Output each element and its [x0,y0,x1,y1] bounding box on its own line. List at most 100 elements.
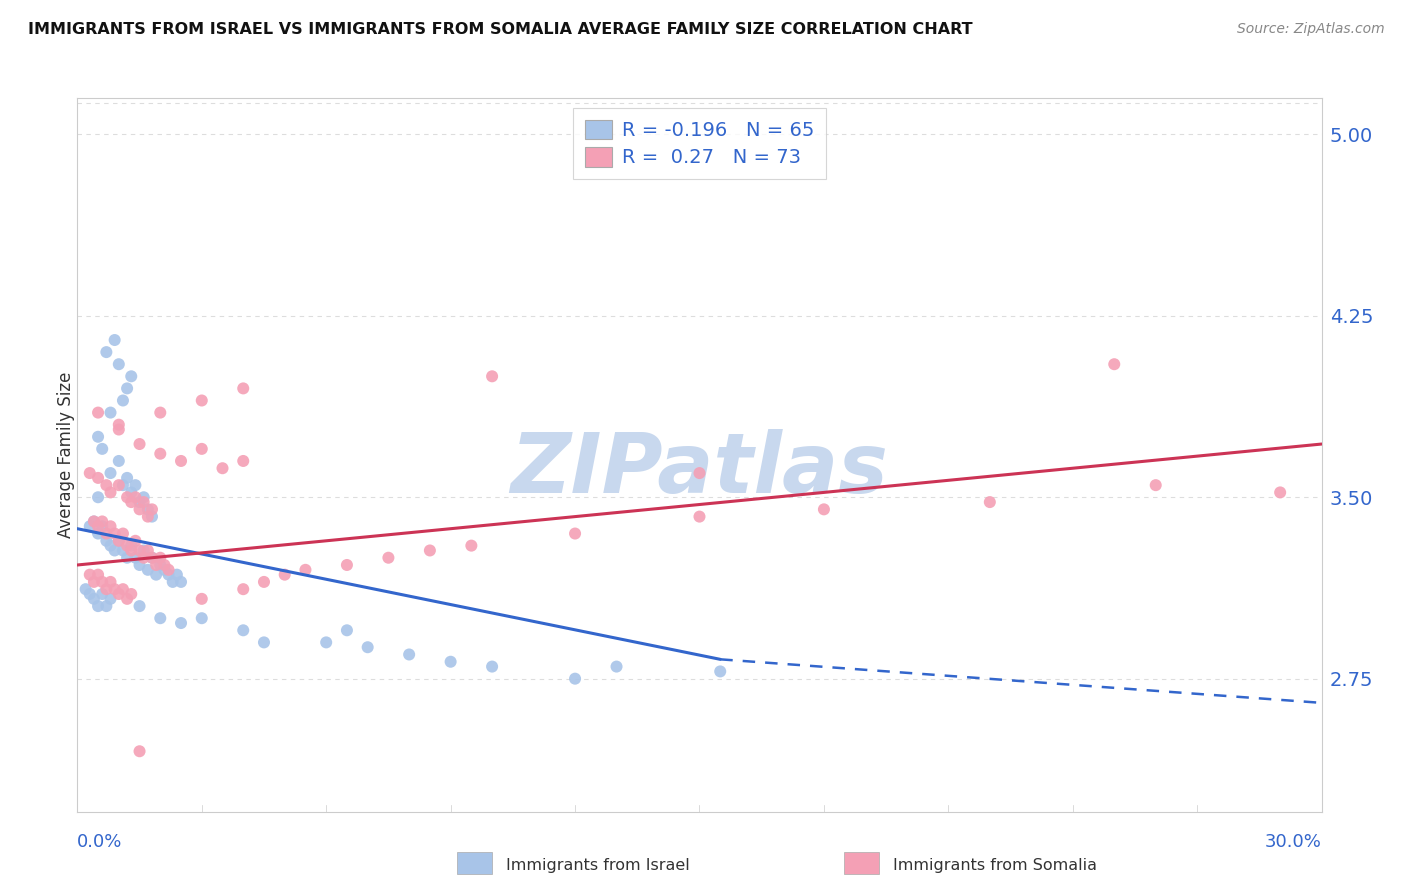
Point [1104,357,1126,371]
Point [79,466,101,480]
Point [191,611,214,625]
Point [91,519,114,533]
Point [294,563,316,577]
Point [170,574,193,589]
Point [111,478,134,492]
Point [124,550,146,565]
Point [111,543,134,558]
Point [132,490,155,504]
Point [357,640,380,655]
Point [170,454,193,468]
Point [1144,478,1167,492]
Point [162,574,184,589]
Point [709,665,731,679]
Point [124,490,146,504]
Point [79,519,101,533]
Text: Source: ZipAtlas.com: Source: ZipAtlas.com [1237,22,1385,37]
Point [83,515,105,529]
Point [979,495,1001,509]
Point [87,471,110,485]
Point [153,558,176,572]
Point [136,543,159,558]
Point [87,567,110,582]
Point [108,423,131,437]
Point [108,587,131,601]
Point [87,526,110,541]
Point [136,509,159,524]
Point [120,539,142,553]
Text: Immigrants from Somalia: Immigrants from Somalia [893,858,1097,872]
Point [120,587,142,601]
Text: ZIPatlas: ZIPatlas [510,429,889,509]
Point [149,611,172,625]
Point [132,543,155,558]
Legend: R = -0.196   N = 65, R =  0.27   N = 73: R = -0.196 N = 65, R = 0.27 N = 73 [574,108,825,179]
Point [141,550,163,565]
Point [96,345,118,359]
Point [83,591,105,606]
Point [315,635,337,649]
Point [377,550,399,565]
Point [96,478,118,492]
Point [124,533,146,548]
Point [170,615,193,630]
Point [100,519,122,533]
Point [83,574,105,589]
Point [87,406,110,420]
Point [108,533,131,548]
Point [100,485,122,500]
Point [128,543,150,558]
Point [564,526,586,541]
Point [606,659,628,673]
Point [96,526,118,541]
Point [149,550,172,565]
Point [108,533,131,548]
Point [111,582,134,597]
Point [108,357,131,371]
Point [87,599,110,613]
Point [128,502,150,516]
Point [153,563,176,577]
Point [120,495,142,509]
Point [136,563,159,577]
Point [460,539,482,553]
Point [115,550,138,565]
Point [1270,485,1292,500]
Point [100,406,122,420]
Point [91,587,114,601]
Point [96,582,118,597]
Point [115,490,138,504]
Point [128,495,150,509]
Point [689,466,711,480]
Point [253,635,276,649]
Point [149,558,172,572]
Point [115,591,138,606]
Y-axis label: Average Family Size: Average Family Size [58,372,75,538]
Text: 30.0%: 30.0% [1265,833,1322,851]
Point [128,437,150,451]
Point [157,563,180,577]
Point [120,543,142,558]
Point [100,574,122,589]
Point [79,587,101,601]
Point [336,558,359,572]
Point [232,454,254,468]
Point [91,515,114,529]
Point [104,526,127,541]
Point [104,333,127,347]
Point [689,509,711,524]
Point [128,558,150,572]
Point [120,369,142,384]
Point [83,515,105,529]
Point [96,533,118,548]
Point [253,574,276,589]
Point [100,539,122,553]
Point [136,502,159,516]
Point [91,442,114,456]
Point [191,393,214,408]
Point [91,574,114,589]
Point [128,744,150,758]
Point [115,381,138,395]
Point [96,599,118,613]
Point [132,495,155,509]
